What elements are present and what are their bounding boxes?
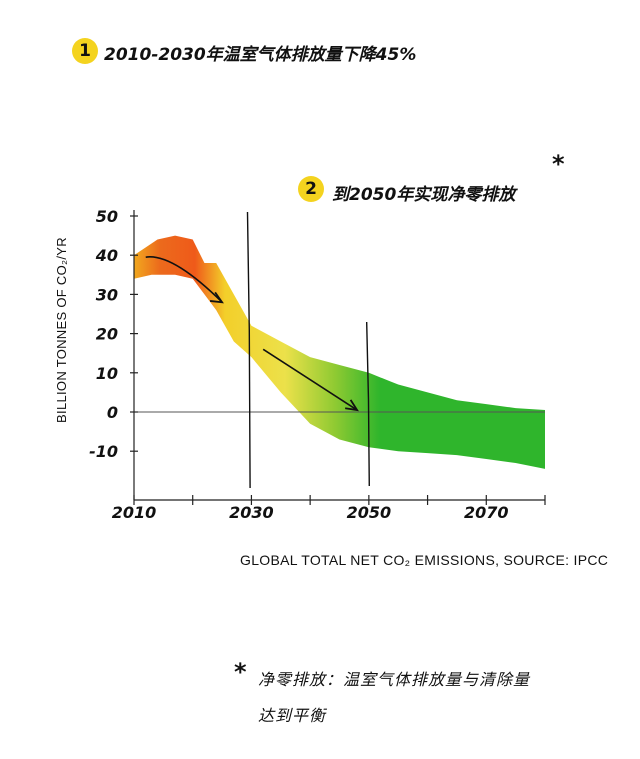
note-1-number: 1 [79, 41, 91, 61]
x-tick-label-3: 2070 [464, 503, 509, 522]
reference-line-1 [246, 211, 251, 489]
note-2-badge: 2 [298, 176, 324, 202]
y-tick-label-4: 10 [96, 364, 118, 383]
footnote-line-2: 达到平衡 [258, 706, 327, 725]
footnote-line-1: 净零排放：温室气体排放量与清除量 [258, 670, 531, 689]
note-2-number: 2 [305, 179, 317, 199]
y-tick-label-6: -10 [89, 442, 118, 461]
trend-arrow-2 [262, 348, 359, 412]
trend-arrow-2-head [345, 399, 359, 412]
trend-arrow-2-shaft [262, 348, 358, 411]
reference-line-2 [365, 321, 370, 487]
note-1-text: 2010-2030年温室气体排放量下降45% [104, 45, 417, 65]
y-tick-label-5: 0 [107, 403, 118, 422]
note-2-asterisk: * [552, 150, 565, 178]
y-tick-label-1: 40 [95, 246, 118, 265]
trend-arrow-1-head [209, 291, 224, 304]
source-caption: GLOBAL TOTAL NET CO₂ EMISSIONS, SOURCE: … [240, 552, 609, 568]
trend-arrow-1 [145, 256, 224, 304]
y-tick-label-2: 30 [96, 285, 118, 304]
x-tick-label-0: 2010 [112, 503, 157, 522]
emissions-range-band [134, 235, 545, 469]
x-tick-label-1: 2030 [229, 503, 274, 522]
x-tick-label-2: 2050 [347, 503, 392, 522]
y-tick-label-0: 50 [96, 207, 118, 226]
footnote-asterisk: * [234, 658, 247, 686]
y-axis-title: BILLION TONNES OF CO₂/YR [54, 237, 69, 423]
trend-arrow-1-shaft [145, 256, 223, 303]
note-2-text: 到2050年实现净零排放 [332, 185, 516, 205]
note-1-badge: 1 [72, 38, 98, 64]
y-tick-label-3: 20 [96, 325, 118, 344]
